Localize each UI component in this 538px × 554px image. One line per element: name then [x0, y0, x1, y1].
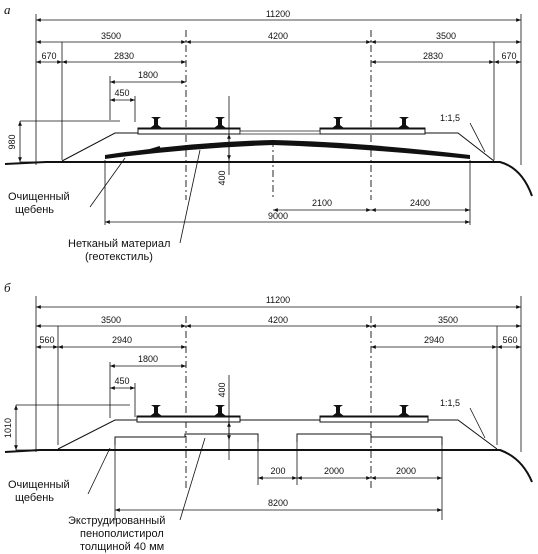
label-ballast-line1: Очищенный [8, 479, 70, 491]
polystyrene-slab-left [114, 436, 185, 445]
rail-icon [398, 405, 410, 416]
label-material-line3: толщиной 40 мм [80, 541, 164, 553]
dim-right-half: 3500 [438, 315, 458, 325]
dim-left-edge: 670 [41, 51, 56, 61]
dim-right-a: 2100 [312, 198, 332, 208]
dim-right-inner: 2830 [423, 51, 443, 61]
dim-base: 9000 [268, 211, 288, 221]
dim-left-half: 3500 [101, 315, 121, 325]
rail-icon [214, 117, 226, 128]
rail-icon [214, 405, 226, 416]
panel-b-letter: б [4, 280, 11, 295]
dim-base: 8200 [268, 498, 288, 508]
dim-right-b: 2400 [410, 198, 430, 208]
dim-middle: 4200 [268, 31, 288, 41]
sleeper-left [137, 128, 241, 135]
geotextile-layer [105, 140, 470, 159]
dim-left-inner: 2830 [114, 51, 134, 61]
panel-a-letter: а [4, 2, 11, 17]
dim-right-edge: 670 [501, 51, 516, 61]
label-ballast-line1: Очищенный [8, 191, 70, 203]
panel-b: б 11200 3500 4200 3500 560 2940 2940 560… [3, 280, 533, 553]
slope-leader [469, 122, 486, 153]
dim-left-half: 3500 [101, 31, 121, 41]
sleeper-middle [239, 130, 321, 135]
slope-leader [469, 407, 486, 439]
dim-right-edge: 560 [502, 335, 517, 345]
dim-right-b: 2000 [396, 466, 416, 476]
slope-label: 1:1,5 [440, 398, 460, 408]
rail-icon [150, 117, 162, 128]
rail-icon [332, 117, 344, 128]
subgrade-line [4, 161, 533, 197]
label-material-line2: (геотекстиль) [85, 251, 153, 263]
label-material-line2: пенополистирол [80, 528, 164, 540]
ballast-leader [87, 447, 111, 495]
dim-total: 11200 [266, 9, 290, 19]
dim-gap: 200 [270, 466, 285, 476]
slope-label: 1:1,5 [440, 113, 460, 123]
dim-height: 980 [7, 134, 17, 149]
rail-icon [332, 405, 344, 416]
polystyrene-slab-center [184, 433, 259, 442]
dim-right-inner: 2940 [424, 335, 444, 345]
dim-height: 1010 [3, 418, 13, 438]
sleeper-right [319, 416, 429, 423]
label-ballast-line2: щебень [15, 492, 54, 504]
dim-depth: 400 [217, 382, 227, 397]
dim-small: 450 [114, 88, 129, 98]
dim-right-a: 2000 [324, 466, 344, 476]
sleeper-left [136, 416, 241, 423]
dim-offset: 1800 [138, 354, 158, 364]
rail-icon [150, 405, 162, 416]
dim-right-half: 3500 [436, 31, 456, 41]
subgrade-line [4, 449, 533, 483]
geotextile-texture [149, 141, 413, 153]
dim-depth: 400 [217, 170, 227, 185]
label-ballast-line2: щебень [15, 204, 54, 216]
dim-small: 450 [114, 376, 129, 386]
dim-left-edge: 560 [39, 335, 54, 345]
dim-total: 11200 [266, 295, 290, 305]
label-material-line1: Экструдированный [68, 515, 165, 527]
label-material-line1: Нетканый материал [68, 238, 170, 250]
sleeper-right [319, 128, 426, 135]
dim-left-inner: 2940 [112, 335, 132, 345]
rail-icon [398, 117, 410, 128]
ballast-prism [57, 415, 498, 450]
polystyrene-slab-right [296, 433, 443, 445]
material-leader [179, 437, 206, 521]
ballast-leader [89, 157, 126, 208]
dim-offset: 1800 [138, 70, 158, 80]
dim-middle: 4200 [268, 315, 288, 325]
material-leader [179, 149, 201, 244]
panel-a: а 11200 3500 4200 3500 670 2830 2830 670… [4, 2, 533, 263]
